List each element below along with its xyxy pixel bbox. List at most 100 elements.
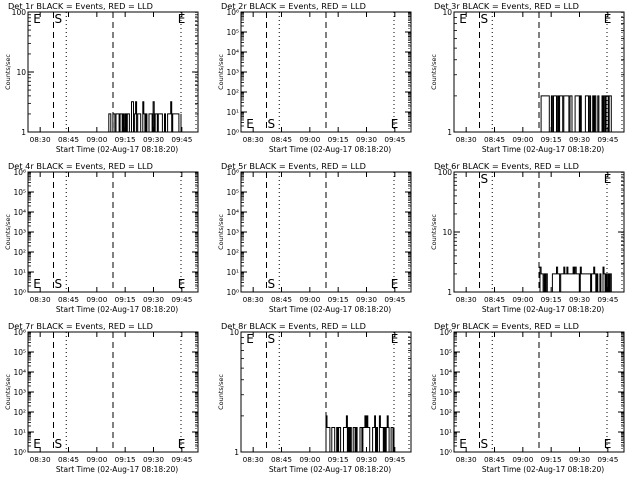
x-tick-label: 08:30 (243, 455, 264, 464)
x-tick-label: 09:00 (86, 135, 107, 144)
marker-label-e: E (178, 12, 186, 26)
marker-label-e: E (246, 332, 254, 346)
x-tick-label: 09:45 (597, 295, 618, 304)
x-tick-label: 09:30 (356, 455, 377, 464)
y-tick-label: 10 (442, 8, 452, 17)
y-tick-label: 10² (226, 248, 239, 257)
y-tick-label: 10³ (226, 68, 239, 77)
panel-title: Det 6r BLACK = Events, RED = LLD (434, 161, 579, 171)
events-series-line (539, 266, 612, 293)
y-tick-label: 10⁴ (439, 368, 452, 377)
y-tick-label: 100 (12, 8, 27, 17)
marker-label-e: E (459, 12, 467, 26)
y-tick-label: 10¹ (13, 268, 26, 277)
panel-title: Det 1r BLACK = Events, RED = LLD (8, 1, 153, 11)
x-tick-label: 09:30 (143, 135, 164, 144)
y-tick-label: 10⁴ (13, 368, 26, 377)
x-tick-label: 08:45 (271, 295, 292, 304)
x-axis-label: Start Time (02-Aug-17 08:18:20) (56, 305, 178, 314)
marker-label-s: S (268, 117, 276, 131)
x-tick-label: 09:15 (115, 295, 136, 304)
x-tick-label: 09:00 (299, 455, 320, 464)
x-axis-label: Start Time (02-Aug-17 08:18:20) (269, 145, 391, 154)
x-tick-label: 08:45 (58, 295, 79, 304)
events-series-line (325, 415, 395, 453)
y-tick-label: 10 (229, 328, 239, 337)
x-tick-label: 09:45 (171, 455, 192, 464)
panel-det-5: Det 5r BLACK = Events, RED = LLD 10⁰ 10¹ 10… (217, 161, 412, 314)
y-tick-label: 10⁰ (439, 448, 452, 457)
x-tick-label: 09:15 (541, 455, 562, 464)
panel-title: Det 9r BLACK = Events, RED = LLD (434, 321, 579, 331)
x-tick-label: 08:45 (484, 135, 505, 144)
events-series-line (108, 101, 182, 133)
marker-label-e: E (178, 277, 186, 291)
events-series-line (539, 95, 612, 133)
marker-label-s: S (481, 172, 489, 186)
x-tick-label: 09:45 (597, 135, 618, 144)
x-axis-label: Start Time (02-Aug-17 08:18:20) (269, 305, 391, 314)
y-axis-label: Counts/sec (430, 214, 438, 250)
y-tick-label: 10⁶ (439, 328, 452, 337)
x-tick-label: 08:45 (58, 455, 79, 464)
y-axis-label: Counts/sec (217, 54, 225, 90)
y-tick-label: 10⁰ (226, 288, 239, 297)
y-tick-label: 10⁶ (13, 168, 26, 177)
y-tick-label: 10⁶ (13, 328, 26, 337)
panel-title: Det 4r BLACK = Events, RED = LLD (8, 161, 153, 171)
x-tick-label: 09:45 (384, 455, 405, 464)
x-tick-label: 09:00 (512, 455, 533, 464)
x-tick-label: 08:45 (58, 135, 79, 144)
y-tick-label: 10¹ (13, 428, 26, 437)
y-tick-label: 100 (438, 168, 453, 177)
x-tick-label: 09:00 (512, 135, 533, 144)
y-tick-label: 10³ (13, 228, 26, 237)
x-axis-label: Start Time (02-Aug-17 08:18:20) (482, 305, 604, 314)
panel-det-4: Det 4r BLACK = Events, RED = LLD 10⁰ 10¹ 10… (4, 161, 199, 314)
y-tick-label: 10³ (226, 228, 239, 237)
x-tick-label: 09:45 (597, 455, 618, 464)
panel-det-6: Det 6r BLACK = Events, RED = LLD 1 10 100 Co… (430, 161, 625, 314)
panel-det-1: Det 1r BLACK = Events, RED = LLD 1 10 100 Co… (4, 1, 199, 154)
panel-det-3: Det 3r BLACK = Events, RED = LLD 1 10 Count… (430, 1, 625, 154)
x-tick-label: 09:45 (384, 135, 405, 144)
x-tick-label: 09:30 (143, 295, 164, 304)
y-axis-label: Counts/sec (4, 214, 12, 250)
panel-det-8: Det 8r BLACK = Events, RED = LLD 1 10 Count… (217, 321, 412, 474)
y-tick-label: 10⁵ (226, 188, 239, 197)
x-tick-label: 08:30 (456, 455, 477, 464)
x-tick-label: 09:00 (299, 295, 320, 304)
x-tick-label: 08:45 (484, 455, 505, 464)
x-tick-label: 09:30 (356, 295, 377, 304)
x-axis-label: Start Time (02-Aug-17 08:18:20) (269, 465, 391, 474)
marker-label-e: E (459, 437, 467, 451)
y-tick-label: 10¹ (226, 268, 239, 277)
y-tick-label: 10³ (439, 388, 452, 397)
y-tick-label: 10⁵ (13, 348, 26, 357)
marker-label-e: E (33, 277, 41, 291)
y-tick-label: 10² (13, 248, 26, 257)
x-tick-label: 09:45 (171, 135, 192, 144)
x-tick-label: 09:45 (384, 295, 405, 304)
panel-det-2: Det 2r BLACK = Events, RED = LLD 10⁰ 10¹ 10… (217, 1, 412, 154)
x-axis-label: Start Time (02-Aug-17 08:18:20) (482, 465, 604, 474)
panel-det-9: Det 9r BLACK = Events, RED = LLD 10⁰ 10¹ 10… (430, 321, 625, 474)
x-tick-label: 09:30 (569, 295, 590, 304)
marker-label-e: E (178, 437, 186, 451)
panel-title: Det 2r BLACK = Events, RED = LLD (221, 1, 366, 11)
marker-label-e: E (604, 172, 612, 186)
x-tick-label: 08:30 (30, 455, 51, 464)
y-tick-label: 10⁶ (226, 8, 239, 17)
x-tick-label: 09:00 (86, 455, 107, 464)
x-tick-label: 09:30 (143, 455, 164, 464)
x-tick-label: 08:30 (243, 135, 264, 144)
y-tick-label: 10⁴ (13, 208, 26, 217)
y-tick-label: 10⁰ (13, 448, 26, 457)
x-tick-label: 09:15 (328, 455, 349, 464)
marker-label-e: E (391, 332, 399, 346)
y-tick-label: 10¹ (226, 108, 239, 117)
y-axis-label: Counts/sec (4, 54, 12, 90)
y-tick-label: 10² (13, 408, 26, 417)
x-tick-label: 09:00 (512, 295, 533, 304)
